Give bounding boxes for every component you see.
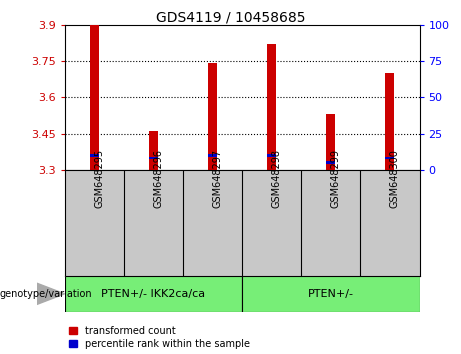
Bar — [267, 44, 276, 170]
Bar — [326, 161, 335, 164]
Legend: transformed count, percentile rank within the sample: transformed count, percentile rank withi… — [70, 326, 250, 349]
Text: GSM648296: GSM648296 — [153, 149, 163, 208]
Text: GSM648299: GSM648299 — [331, 149, 341, 208]
Bar — [208, 154, 217, 156]
Bar — [267, 154, 276, 156]
Bar — [90, 154, 99, 156]
Text: genotype/variation: genotype/variation — [0, 289, 93, 299]
Text: GSM648298: GSM648298 — [272, 149, 282, 208]
Bar — [208, 63, 217, 170]
Text: GSM648295: GSM648295 — [94, 149, 104, 208]
Bar — [65, 276, 242, 312]
Bar — [385, 73, 394, 170]
Polygon shape — [37, 283, 65, 304]
Bar — [242, 276, 420, 312]
Bar — [149, 156, 158, 159]
Bar — [149, 131, 158, 170]
Text: PTEN+/-: PTEN+/- — [308, 289, 354, 299]
Bar — [90, 25, 99, 170]
Bar — [385, 156, 394, 159]
Text: PTEN+/- IKK2ca/ca: PTEN+/- IKK2ca/ca — [101, 289, 205, 299]
Text: GSM648297: GSM648297 — [213, 149, 223, 208]
Text: GDS4119 / 10458685: GDS4119 / 10458685 — [156, 11, 305, 25]
Bar — [326, 114, 335, 170]
Text: GSM648300: GSM648300 — [390, 149, 400, 208]
